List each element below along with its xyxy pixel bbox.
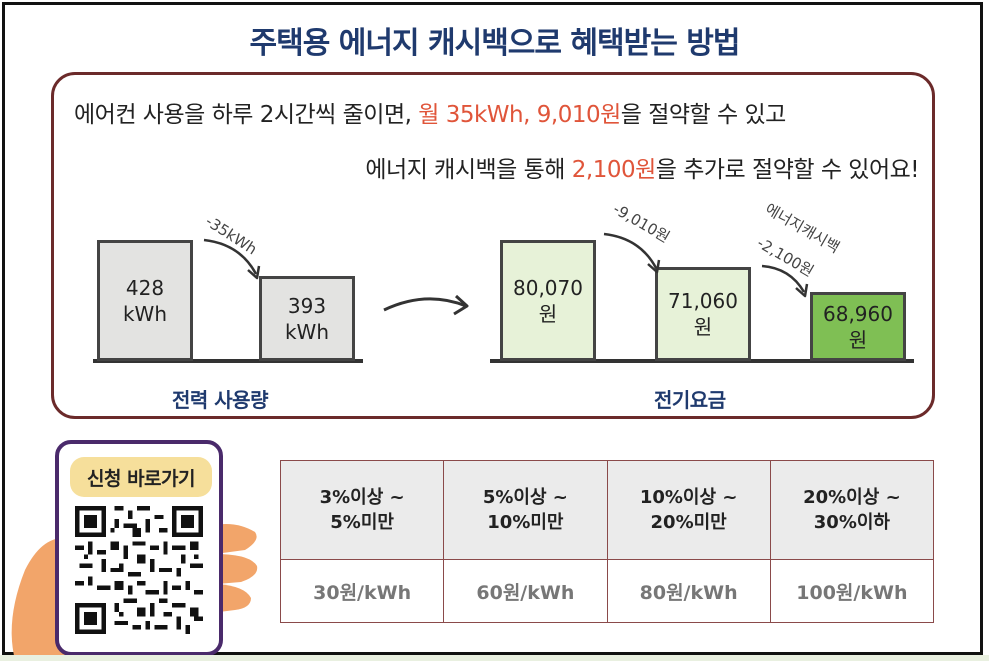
line2-text-end: 을 추가로 절약할 수 있어요! (655, 157, 920, 183)
usage-bar-after-value: 393 (287, 293, 327, 318)
savings-message-line2: 에너지 캐시백을 통해 2,100원을 추가로 절약할 수 있어요! (365, 150, 919, 184)
bill-bar-before-value: 80,070 (513, 275, 583, 300)
transition-arrow-icon (383, 294, 469, 316)
bill-diff2-arrow-icon (761, 264, 809, 298)
bill-bar-after-unit: 원 (693, 315, 713, 339)
rate-tier-header: 20%이상 ~30%이하 (769, 460, 935, 560)
page-title: 주택용 에너지 캐시백으로 혜택받는 방법 (249, 26, 741, 61)
usage-baseline (93, 359, 363, 363)
rate-value-row: 30원/kWh 60원/kWh 80원/kWh 100원/kWh (279, 559, 935, 623)
bill-bar-cashback-unit: 원 (848, 327, 868, 352)
savings-panel (51, 72, 935, 419)
line2-text: 에너지 캐시백을 통해 (365, 157, 572, 183)
rate-header-row: 3%이상 ~5%미만 5%이상 ~10%미만 10%이상 ~20%미만 20%이… (279, 460, 935, 560)
usage-bar-before-value: 428 (125, 275, 165, 300)
savings-message-line1: 에어컨 사용을 하루 2시간씩 줄이면, 월 35kWh, 9,010원을 절약… (74, 95, 786, 129)
bill-bar-after-value: 71,060 (668, 289, 738, 313)
bill-bar-cashback-value: 68,960 (823, 301, 893, 326)
usage-bar-after: 393 kWh (259, 276, 355, 361)
rate-value: 60원/kWh (443, 559, 608, 623)
bill-diff1-arrow-icon (603, 232, 661, 274)
rate-value: 30원/kWh (279, 559, 445, 623)
usage-bar-after-unit: kWh (284, 319, 330, 344)
line1-text: 에어컨 사용을 하루 2시간씩 줄이면, (74, 102, 419, 128)
line1-highlight: 월 35kWh, 9,010원 (418, 102, 621, 128)
usage-bar-before-unit: kWh (122, 301, 168, 326)
rate-value: 100원/kWh (769, 559, 935, 623)
bill-bar-before-unit: 원 (538, 301, 558, 326)
bill-chart-title: 전기요금 (654, 388, 726, 412)
rate-value: 80원/kWh (606, 559, 771, 623)
usage-chart-title: 전력 사용량 (172, 388, 268, 412)
rate-tier-header: 10%이상 ~20%미만 (606, 460, 771, 560)
bill-baseline (490, 359, 914, 363)
bill-bar-after: 71,060 원 (655, 267, 751, 361)
line2-highlight: 2,100원 (571, 157, 657, 183)
apply-now-button[interactable]: 신청 바로가기 (70, 457, 212, 497)
cashback-rate-table: 3%이상 ~5%미만 5%이상 ~10%미만 10%이상 ~20%미만 20%이… (279, 460, 935, 623)
usage-diff-arrow-icon (203, 238, 261, 280)
bottom-strip (0, 655, 989, 661)
rate-tier-header: 3%이상 ~5%미만 (279, 460, 445, 560)
usage-bar-before: 428 kWh (97, 240, 193, 361)
qr-code-icon[interactable] (75, 506, 203, 634)
line1-text-end: 을 절약할 수 있고 (620, 102, 787, 128)
bill-bar-cashback: 68,960 원 (810, 292, 906, 361)
rate-tier-header: 5%이상 ~10%미만 (443, 460, 608, 560)
bill-bar-before: 80,070 원 (500, 240, 596, 361)
